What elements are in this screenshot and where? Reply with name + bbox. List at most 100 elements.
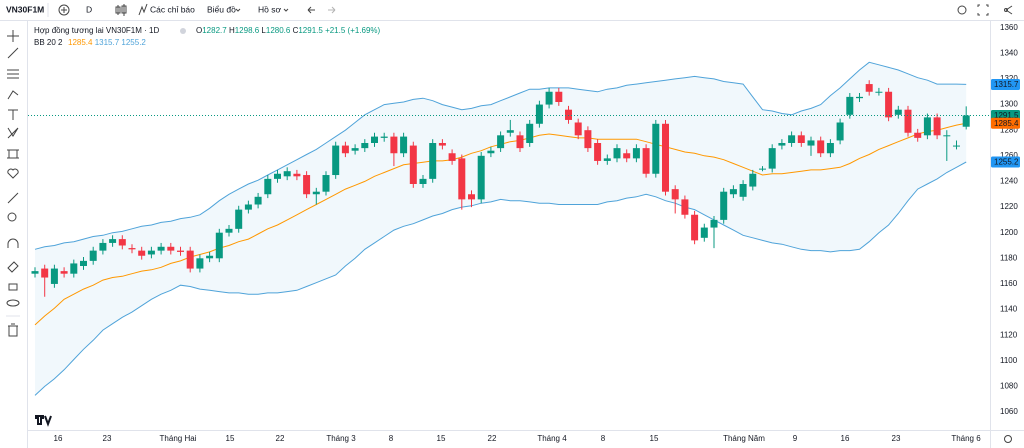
- lock-tool[interactable]: [8, 283, 18, 291]
- candle-body: [351, 148, 359, 151]
- candle-body: [885, 91, 893, 118]
- candle-body: [50, 268, 58, 284]
- x-tick-label: Tháng 3: [326, 434, 356, 443]
- band-fill: [35, 62, 967, 396]
- y-tick-label: 1160: [1000, 279, 1018, 288]
- axis-settings-icon[interactable]: [1004, 435, 1012, 443]
- shapes-tool[interactable]: [7, 168, 19, 179]
- candle-body: [303, 175, 311, 195]
- y-tick-label: 1340: [1000, 48, 1018, 57]
- candle-body: [206, 255, 214, 259]
- candle-body: [167, 246, 175, 251]
- x-tick-label: 22: [276, 434, 285, 443]
- candle-body: [41, 268, 49, 278]
- y-tick-label: 1140: [1000, 305, 1018, 314]
- x-tick-label: 16: [54, 434, 63, 443]
- profile-button[interactable]: Hồ sơ: [258, 4, 281, 14]
- x-tick-label: Tháng Hai: [160, 434, 197, 443]
- fullscreen-icon[interactable]: [977, 4, 989, 16]
- y-tick-label: 1240: [1000, 177, 1018, 186]
- lock-drawings-tool[interactable]: [7, 261, 19, 273]
- interval[interactable]: D: [86, 4, 92, 14]
- candle-body: [904, 109, 912, 133]
- candle-body: [31, 271, 39, 274]
- x-tick-label: Tháng Năm: [723, 434, 765, 443]
- bb-values: 1285.4 1315.7 1255.2: [68, 38, 146, 47]
- price-badge-label: 1255.2: [994, 158, 1019, 167]
- candle-body: [225, 228, 233, 233]
- candle-body: [662, 123, 669, 192]
- candle-body: [99, 242, 107, 251]
- fib-tool[interactable]: [7, 69, 19, 79]
- chart-style-icon[interactable]: [115, 4, 127, 16]
- x-tick-label: 23: [892, 434, 901, 443]
- x-tick-label: 16: [841, 434, 850, 443]
- pattern-tool[interactable]: [7, 127, 19, 139]
- add-symbol-icon[interactable]: [58, 4, 70, 16]
- candle-body: [128, 248, 136, 250]
- delete-tool[interactable]: [8, 323, 18, 337]
- undo-icon[interactable]: [307, 6, 315, 14]
- indicators-button[interactable]: Các chỉ báo: [150, 4, 195, 14]
- candle-body: [506, 130, 514, 133]
- candle-body: [817, 140, 825, 154]
- candle-body: [322, 175, 330, 192]
- candle-body: [739, 184, 747, 197]
- x-tick-label: Tháng 6: [951, 434, 981, 443]
- chart-type-button[interactable]: Biểu đồ: [207, 4, 236, 14]
- magnet-tool[interactable]: [7, 238, 19, 248]
- candle-body: [632, 148, 640, 159]
- price-badge-label: 1285.4: [994, 119, 1019, 128]
- candle-body: [215, 232, 223, 259]
- candle-body: [526, 123, 534, 143]
- indicator-icon[interactable]: [138, 3, 148, 16]
- candle-body: [89, 250, 97, 261]
- ohlc-value: 1298.6: [235, 26, 260, 35]
- x-tick-label: 23: [103, 434, 112, 443]
- x-tick-label: 8: [601, 434, 606, 443]
- candle-body: [856, 96, 863, 99]
- y-tick-label: 1080: [1000, 382, 1018, 391]
- settings-icon[interactable]: [957, 5, 967, 15]
- ohlc-key: O: [196, 26, 202, 35]
- candle-body: [836, 122, 844, 141]
- price-badge: [991, 156, 1020, 168]
- ohlc-value: 1282.7: [202, 26, 227, 35]
- candle-body: [448, 153, 456, 161]
- candle-body: [186, 250, 194, 269]
- candle-body: [535, 104, 543, 124]
- pattern-tool[interactable]: [7, 90, 19, 100]
- tv-logo: [35, 415, 52, 427]
- ohlc-key: L: [261, 26, 266, 35]
- text-tool[interactable]: [8, 109, 18, 120]
- candle-body: [865, 84, 873, 92]
- x-tick-label: 15: [650, 434, 659, 443]
- symbol[interactable]: VN30F1M: [6, 4, 44, 14]
- candle-body: [458, 158, 466, 200]
- bb-name: BB 20 2: [34, 38, 63, 47]
- redo-icon[interactable]: [328, 6, 336, 14]
- candle-body: [603, 158, 611, 161]
- y-tick-label: 1260: [1000, 151, 1018, 160]
- y-tick-label: 1280: [1000, 125, 1018, 134]
- candle-body: [380, 136, 388, 138]
- drawing-toolbar: [6, 21, 28, 448]
- zoom-tool[interactable]: [7, 212, 17, 222]
- band-line: [34, 61, 967, 250]
- bb-value: 1255.2: [121, 38, 146, 47]
- crosshair-tool[interactable]: [7, 30, 19, 42]
- x-tick-label: Tháng 4: [537, 434, 567, 443]
- candle-body: [371, 136, 378, 143]
- measure-tool[interactable]: [7, 192, 19, 204]
- candle-body: [497, 135, 505, 149]
- candle-body: [962, 115, 970, 127]
- candle-body: [390, 136, 398, 154]
- trendline-tool[interactable]: [7, 47, 19, 59]
- visibility-tool[interactable]: [6, 299, 20, 307]
- projection-tool[interactable]: [7, 149, 19, 159]
- candle-body: [341, 145, 349, 154]
- y-tick-label: 1360: [1000, 23, 1018, 32]
- y-tick-label: 1120: [1000, 330, 1018, 339]
- x-tick-label: 15: [437, 434, 446, 443]
- candle-body: [642, 148, 650, 174]
